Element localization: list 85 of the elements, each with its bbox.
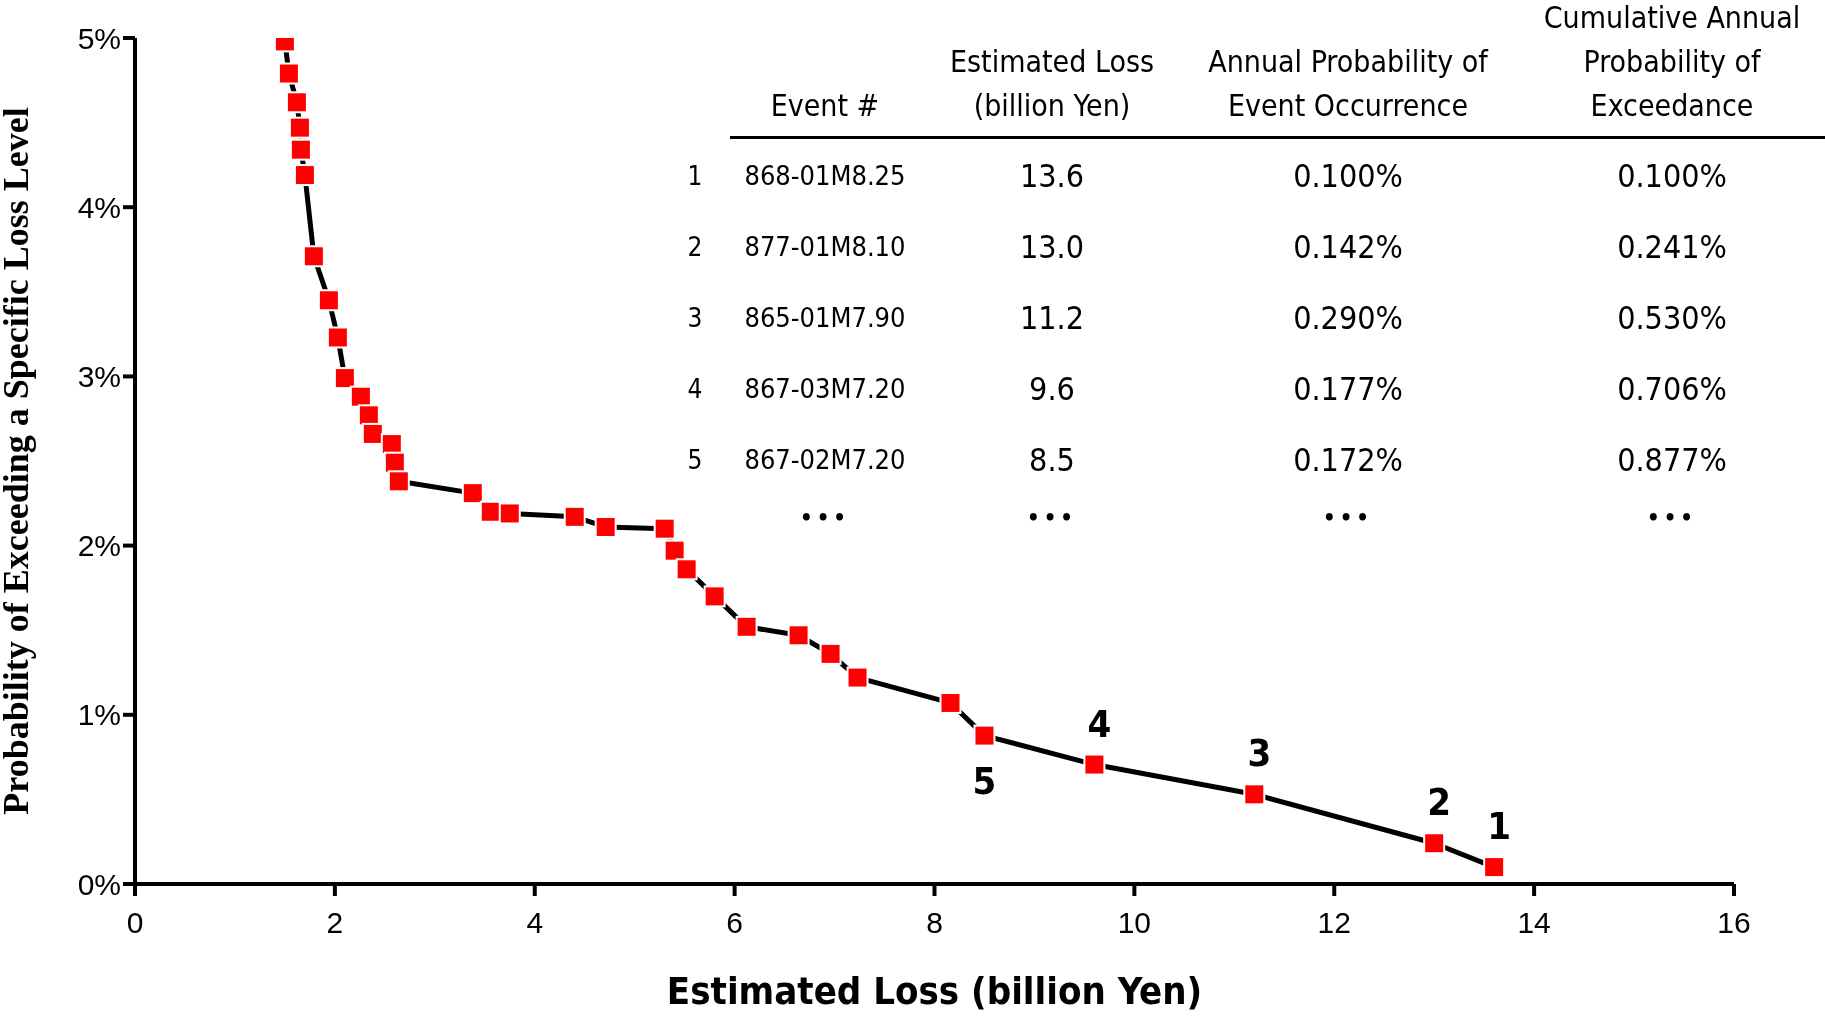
annotation: •••	[1646, 505, 1698, 530]
x-tick-label: 2	[326, 906, 344, 940]
annotation: 0.142%	[1292, 227, 1404, 267]
x-tick-label: 6	[726, 906, 743, 940]
point	[387, 470, 410, 493]
annotation: 5	[972, 758, 997, 803]
y-tick-label: 3%	[77, 360, 121, 394]
annotation: 868-01M8.25	[744, 160, 906, 191]
point	[288, 116, 311, 139]
point	[735, 615, 758, 638]
y-tick-label: 0%	[77, 867, 121, 901]
y-tick-label: 5%	[77, 21, 121, 55]
y-tick-label: 4%	[77, 190, 121, 224]
annotation: •••	[799, 505, 851, 530]
annotation: 2	[1427, 780, 1452, 825]
annotation: 0.706%	[1616, 369, 1728, 409]
annotation: 1	[1487, 804, 1512, 849]
point	[326, 326, 349, 349]
annotation: 0.172%	[1292, 440, 1404, 480]
annotation: 877-01M8.10	[744, 231, 906, 262]
point	[277, 62, 300, 85]
annotation: 0.100%	[1616, 156, 1728, 196]
point	[939, 691, 962, 714]
x-axis-title: Estimated Loss (billion Yen)	[666, 969, 1203, 1013]
annotation: 11.2	[1019, 299, 1085, 337]
point	[663, 539, 686, 562]
annotation: 0.100%	[1292, 156, 1404, 196]
x-tick-label: 12	[1317, 906, 1351, 940]
point	[293, 164, 316, 187]
point	[317, 289, 340, 312]
point	[333, 367, 356, 390]
annotation: 13.0	[1019, 228, 1085, 266]
point	[653, 517, 676, 540]
x-tick-label: 8	[926, 906, 943, 940]
point	[594, 515, 617, 538]
point	[973, 724, 996, 747]
point	[498, 502, 521, 525]
point	[1243, 783, 1266, 806]
point	[361, 422, 384, 445]
annotation: 0.177%	[1292, 369, 1404, 409]
annotation: Event #	[769, 87, 881, 125]
annotation: •••	[1026, 505, 1078, 530]
annotation: Annual Probability of Event Occurrence	[1207, 43, 1490, 125]
point	[1083, 753, 1106, 776]
point	[563, 505, 586, 528]
y-axis-title: Probability of Exceeding a Specific Loss Level	[0, 107, 36, 815]
annotation: 9.6	[1029, 370, 1075, 408]
annotation: 865-01M7.90	[744, 302, 906, 333]
point	[357, 404, 380, 427]
annotation: 2	[687, 232, 703, 262]
annotation: 3	[1247, 731, 1272, 776]
point	[787, 624, 810, 647]
annotation: 8.5	[1029, 441, 1075, 479]
point	[285, 91, 308, 114]
point	[819, 642, 842, 665]
annotation: 3	[687, 303, 703, 333]
annotation: 13.6	[1019, 157, 1085, 195]
point	[461, 482, 484, 505]
point	[846, 666, 869, 689]
x-tick-label: 16	[1717, 906, 1751, 940]
annotation: 0.241%	[1616, 227, 1728, 267]
y-tick-label: 2%	[77, 529, 121, 563]
annotation: 867-02M7.20	[744, 444, 906, 475]
point	[302, 245, 325, 268]
point	[703, 585, 726, 608]
point	[675, 558, 698, 581]
x-tick-label: 14	[1517, 906, 1551, 940]
annotation: 867-03M7.20	[744, 373, 906, 404]
annotation: 4	[687, 374, 703, 404]
annotation: 4	[1087, 701, 1112, 746]
annotation: 0.877%	[1616, 440, 1728, 480]
x-tick-label: 0	[126, 906, 144, 940]
annotation: 5	[687, 445, 703, 475]
x-tick-label: 4	[526, 906, 544, 940]
annotation: •••	[1322, 505, 1374, 530]
annotation: 1	[687, 161, 703, 191]
annotation: Estimated Loss (billion Yen)	[948, 43, 1156, 125]
annotation: 0.530%	[1616, 298, 1728, 338]
point	[289, 138, 312, 161]
point	[1483, 856, 1506, 879]
annotation: Cumulative Annual Probability of Exceedance	[1542, 0, 1802, 125]
annotation: 0.290%	[1292, 298, 1404, 338]
x-tick-label: 10	[1117, 906, 1152, 940]
point	[1423, 832, 1446, 855]
y-tick-label: 1%	[77, 698, 121, 732]
